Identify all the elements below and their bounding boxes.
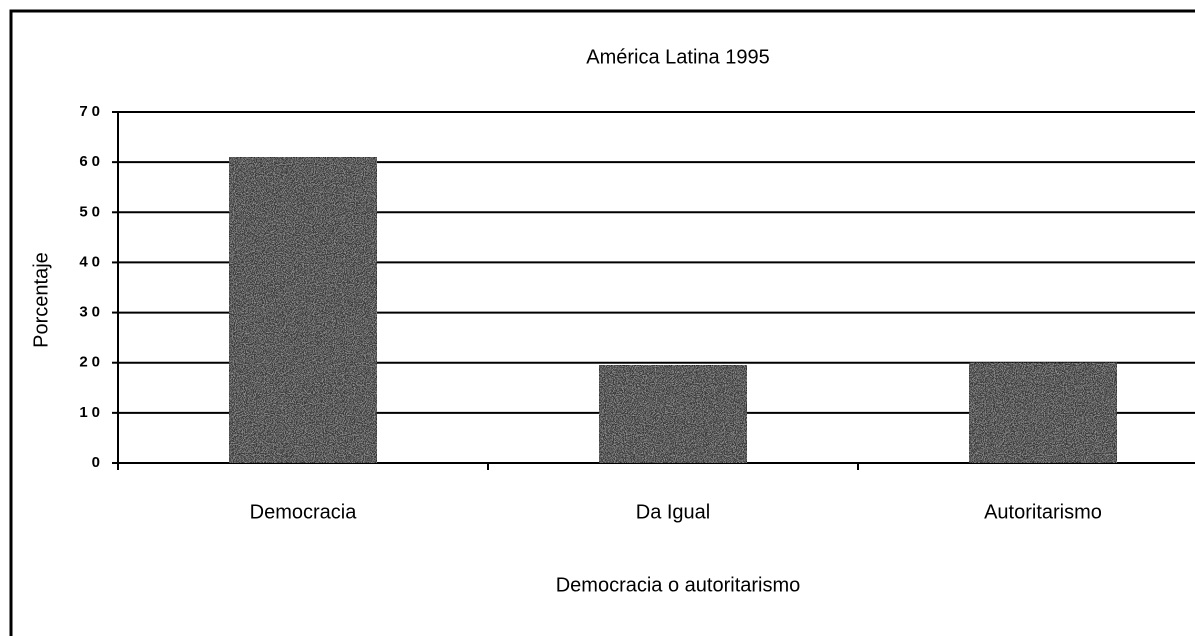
- x-axis-label: Democracia o autoritarismo: [556, 574, 801, 596]
- y-tick-label: 0: [92, 454, 104, 471]
- y-tick-label: 40: [79, 253, 104, 270]
- y-tick-label: 50: [79, 203, 104, 220]
- bar: [968, 362, 1118, 464]
- bar: [228, 156, 378, 464]
- bar: [598, 364, 748, 464]
- y-axis-label: Porcentaje: [30, 252, 52, 348]
- y-tick-label: 20: [79, 354, 104, 371]
- x-tick-label: Da Igual: [636, 501, 711, 523]
- x-tick-label: Democracia: [250, 501, 358, 523]
- y-tick-label: 70: [79, 103, 104, 120]
- chart-title: América Latina 1995: [586, 46, 769, 68]
- y-tick-label: 10: [79, 404, 104, 421]
- x-tick-label: Autoritarismo: [984, 501, 1102, 523]
- y-tick-label: 30: [79, 304, 104, 321]
- frame: [9, 9, 1195, 636]
- y-tick-label: 60: [79, 153, 104, 170]
